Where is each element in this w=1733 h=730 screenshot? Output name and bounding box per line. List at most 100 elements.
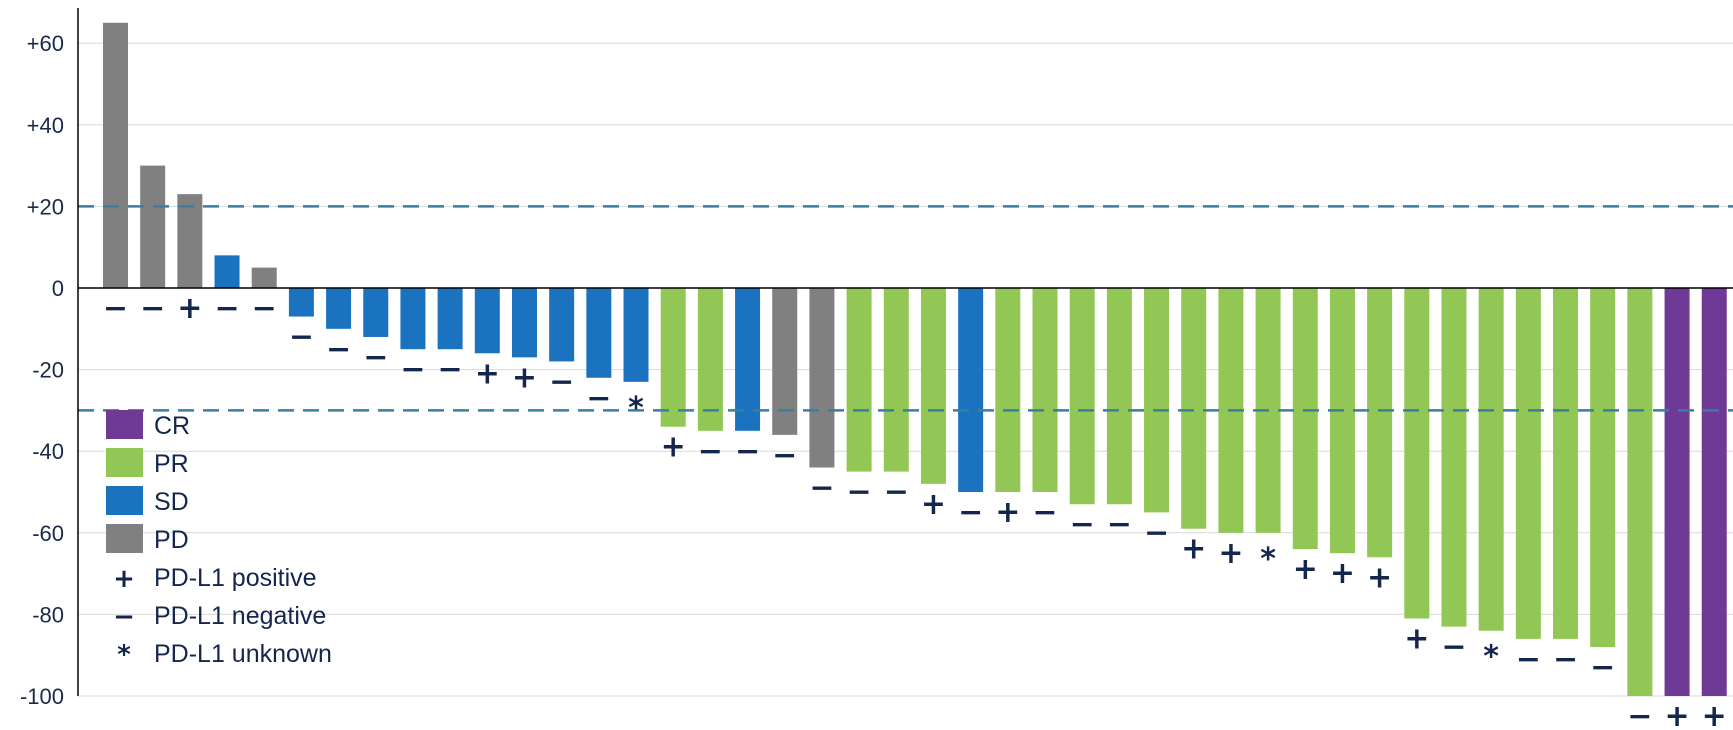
pdl1-marker: +: [475, 356, 500, 391]
bar: [1329, 288, 1355, 554]
bar: [623, 288, 649, 382]
pdl1-marker: +: [512, 360, 537, 395]
pdl1-marker: +: [921, 487, 946, 522]
legend-label: SD: [154, 488, 189, 516]
pdl1-marker: −: [809, 471, 834, 506]
pdl1-marker: −: [400, 352, 425, 387]
bar: [1181, 288, 1207, 529]
pdl1-marker: −: [1627, 699, 1652, 730]
pdl1-marker: +: [177, 291, 202, 326]
bar: [251, 267, 277, 288]
pdl1-marker: −: [103, 291, 128, 326]
pdl1-marker: −: [1441, 630, 1466, 665]
pdl1-marker: −: [735, 434, 760, 469]
pdl1-marker: −: [1516, 642, 1541, 677]
bar: [1701, 288, 1727, 696]
pdl1-marker: −: [847, 475, 872, 510]
pdl1-marker: *: [1260, 542, 1276, 577]
y-tick-label: 0: [52, 276, 64, 301]
bar: [1478, 288, 1504, 631]
pdl1-marker: −: [1590, 650, 1615, 685]
pdl1-markers: − − + − −− − − − − + + − − *+ − − −− − − + − + − − − − + + * + + ++ − * − −…: [103, 291, 1727, 730]
bars-group: [103, 22, 1727, 696]
pdl1-marker: −: [1553, 642, 1578, 677]
pdl1-marker: −: [140, 291, 165, 326]
pdl1-marker: −: [1144, 515, 1169, 550]
bar: [697, 288, 723, 431]
pdl1-marker: −: [549, 364, 574, 399]
pdl1-marker: +: [1702, 699, 1727, 730]
pdl1-marker: *: [1483, 640, 1499, 675]
legend-symbol-negative: −: [113, 602, 135, 632]
bar: [1553, 288, 1579, 639]
legend-label: PD-L1 negative: [154, 602, 326, 630]
pdl1-marker: −: [884, 475, 909, 510]
y-tick-labels: +60 +40 +20 0 -20 -40 -60 -80 -100: [20, 31, 64, 709]
y-tick-label: -80: [32, 602, 64, 627]
y-tick-label: +20: [27, 194, 64, 219]
pdl1-marker: −: [214, 291, 239, 326]
pdl1-marker: +: [1664, 699, 1689, 730]
bar: [1106, 288, 1132, 505]
pdl1-marker: +: [1367, 560, 1392, 595]
pdl1-marker: +: [1330, 556, 1355, 591]
bar: [1144, 288, 1170, 513]
legend: CR PR SD PD + PD-L1 positive− PD-L1 negative * P…: [106, 410, 332, 670]
bar: [288, 288, 314, 317]
bar: [1590, 288, 1616, 648]
bar: [103, 22, 128, 289]
pdl1-marker: −: [698, 434, 723, 469]
y-tick-label: +40: [27, 113, 64, 138]
pdl1-marker: −: [363, 340, 388, 375]
legend-label: PD-L1 positive: [154, 564, 317, 592]
bar: [1515, 288, 1541, 639]
legend-swatch-pd: [106, 524, 143, 553]
reference-lines: [78, 205, 1733, 412]
bar: [995, 288, 1021, 492]
legend-label: PD-L1 unknown: [154, 640, 332, 668]
pdl1-marker: −: [1107, 507, 1132, 542]
bar: [735, 288, 761, 431]
bar: [1292, 288, 1318, 550]
bar: [809, 288, 835, 468]
bar: [326, 288, 352, 329]
bar: [474, 288, 500, 354]
bar: [437, 288, 463, 350]
bar: [1367, 288, 1393, 558]
legend-label: PD: [154, 526, 189, 554]
bar: [1404, 288, 1430, 619]
bar: [1069, 288, 1095, 505]
pdl1-marker: −: [326, 332, 351, 367]
legend-label: CR: [154, 412, 190, 440]
bar: [1441, 288, 1467, 627]
bar: [883, 288, 909, 472]
pdl1-marker: +: [1218, 536, 1243, 571]
bar: [958, 288, 984, 492]
pdl1-marker: +: [661, 430, 686, 465]
bar: [660, 288, 686, 427]
pdl1-marker: −: [252, 291, 277, 326]
pdl1-marker: −: [289, 320, 314, 355]
axes: [77, 8, 1733, 696]
bar: [1627, 288, 1653, 696]
pdl1-marker: −: [586, 381, 611, 416]
y-tick-label: -20: [32, 358, 64, 383]
pdl1-marker: +: [995, 495, 1020, 530]
pdl1-marker: +: [1181, 532, 1206, 567]
bar: [772, 288, 798, 435]
bar: [920, 288, 946, 484]
bar: [400, 288, 426, 350]
y-tick-label: -60: [32, 521, 64, 546]
legend-label: PR: [154, 450, 189, 478]
y-tick-label: -100: [20, 684, 64, 709]
bar: [586, 288, 612, 378]
pdl1-marker: +: [1293, 552, 1318, 587]
bar: [511, 288, 537, 358]
legend-swatch-pr: [106, 448, 143, 477]
bar: [1032, 288, 1058, 492]
bar: [846, 288, 872, 472]
legend-swatch-sd: [106, 486, 143, 515]
bar: [1664, 288, 1690, 696]
pdl1-marker: −: [1032, 495, 1057, 530]
